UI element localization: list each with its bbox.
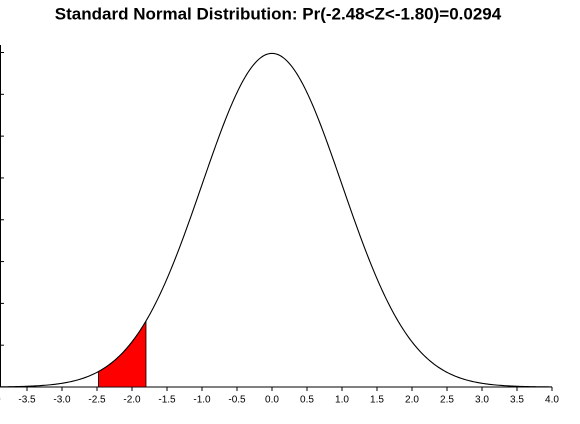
x-tick-label: 1.5 — [370, 395, 384, 406]
x-tick-label: -1.0 — [193, 395, 211, 406]
chart-title: Standard Normal Distribution: Pr(-2.48<Z… — [55, 4, 502, 23]
x-tick-label: -3.0 — [53, 395, 71, 406]
x-tick-label: 4.0 — [545, 395, 559, 406]
x-tick-label: 0.0 — [265, 395, 279, 406]
x-tick-label: 2.5 — [440, 395, 454, 406]
density-curve — [0, 52, 553, 388]
x-tick-label: -4.0 — [0, 395, 1, 406]
x-tick-label: 3.5 — [510, 395, 524, 406]
x-tick-label: -0.5 — [228, 395, 246, 406]
x-tick-label: -2.5 — [88, 395, 106, 406]
x-tick-label: -1.5 — [158, 395, 176, 406]
x-tick-label: 1.0 — [335, 395, 349, 406]
x-tick-label: 3.0 — [475, 395, 489, 406]
x-tick-label: 2.0 — [405, 395, 419, 406]
x-tick-label: 0.5 — [300, 395, 314, 406]
x-tick-label: -3.5 — [18, 395, 36, 406]
x-tick-label: -2.0 — [123, 395, 141, 406]
